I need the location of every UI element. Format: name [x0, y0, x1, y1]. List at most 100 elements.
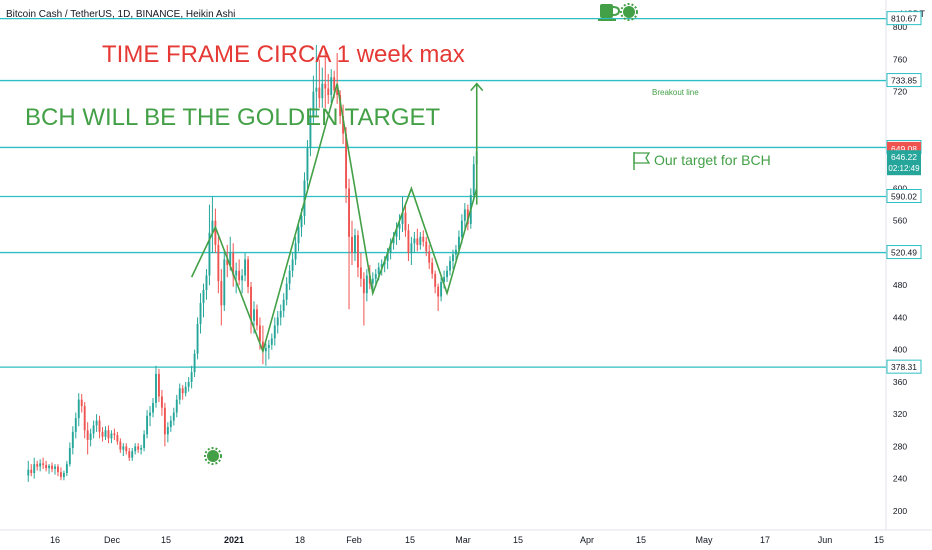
x-tick-label: 17 — [760, 535, 770, 545]
candle-body — [386, 252, 389, 261]
candle-body — [401, 212, 404, 224]
candle-body — [98, 420, 101, 432]
candle-body — [166, 427, 169, 435]
candle-body — [39, 463, 42, 467]
candle-body — [419, 236, 422, 245]
candle-body — [217, 244, 220, 282]
candle-body — [244, 259, 247, 276]
candle-body — [449, 261, 451, 271]
x-tick-label: Dec — [104, 535, 121, 545]
candle-body — [306, 148, 309, 181]
candle-body — [202, 290, 205, 303]
candle-body — [413, 238, 416, 244]
breakout-line-label: Breakout line — [652, 88, 699, 97]
candle-body — [437, 286, 440, 297]
candle-body — [128, 451, 131, 458]
timeframe-annotation: TIME FRAME CIRCA 1 week max — [102, 41, 465, 68]
target-annotation[interactable]: Our target for BCH — [633, 152, 771, 170]
candle-body — [354, 235, 356, 253]
candle-body — [472, 164, 475, 195]
price-badges: 810.67733.85650.87590.02520.49378.31649.… — [886, 11, 922, 374]
seal-badge-icon[interactable] — [620, 3, 638, 21]
candle-body — [77, 399, 80, 419]
candle-body — [33, 464, 36, 473]
last-price-badge — [887, 150, 921, 176]
candle-body — [92, 425, 95, 434]
candle-body — [83, 406, 86, 431]
level-tag-label: 378.31 — [891, 362, 917, 372]
candle-body — [279, 310, 282, 318]
candle-body — [80, 399, 83, 407]
level-tag-label: 810.67 — [891, 14, 917, 24]
level-tag — [886, 245, 922, 260]
bar-countdown-label: 02:12:49 — [888, 164, 920, 173]
candle-body — [30, 469, 33, 473]
y-tick-label: 440 — [893, 312, 907, 322]
candle-body — [163, 407, 166, 435]
seal-badge-icon[interactable] — [204, 447, 222, 465]
coffee-cup-icon[interactable] — [598, 4, 621, 21]
candle-body — [140, 448, 143, 450]
candle-body — [455, 249, 457, 255]
x-tick-label: 15 — [636, 535, 646, 545]
x-tick-label: 15 — [405, 535, 415, 545]
x-tick-label: 2021 — [224, 535, 244, 545]
x-tick-label: 16 — [50, 535, 60, 545]
x-tick-label: 18 — [295, 535, 305, 545]
price-axis[interactable] — [886, 0, 932, 530]
previous-close-label: 649.08 — [891, 144, 917, 154]
candle-body — [303, 180, 306, 216]
candle-body — [131, 451, 134, 458]
candle-body — [86, 430, 89, 440]
candle-body — [211, 220, 214, 233]
candle-body — [258, 325, 261, 342]
candle-body — [428, 251, 431, 263]
candle-body — [235, 270, 238, 276]
candle-body — [300, 215, 303, 228]
level-tag-label: 520.49 — [891, 248, 917, 258]
candle-body — [407, 230, 410, 253]
candle-body — [220, 281, 223, 306]
candle-body — [460, 220, 463, 237]
y-tick-label: 800 — [893, 22, 907, 32]
candle-body — [119, 441, 122, 450]
candle-body — [374, 273, 377, 279]
candle-body — [371, 278, 374, 284]
candle-body — [59, 472, 62, 478]
candle-body — [463, 209, 466, 221]
plot-area[interactable] — [0, 0, 886, 530]
candle-body — [196, 323, 199, 354]
y-tick-label: 360 — [893, 377, 907, 387]
candle-body — [256, 309, 258, 326]
candle-body — [253, 309, 255, 321]
candle-body — [321, 83, 324, 99]
candle-body — [333, 77, 336, 91]
candle-body — [345, 133, 348, 189]
candle-body — [356, 235, 359, 268]
candle-body — [68, 448, 71, 465]
y-tick-label: 320 — [893, 409, 907, 419]
drawings — [190, 82, 484, 354]
candle-body — [169, 420, 172, 428]
candle-body — [146, 415, 149, 435]
level-tag — [886, 73, 922, 88]
candle-body — [137, 446, 140, 450]
candle-body — [110, 433, 113, 439]
candle-body — [443, 277, 446, 282]
candle-body — [155, 373, 157, 403]
level-tag — [886, 359, 922, 374]
candle-body — [351, 236, 353, 253]
candle-body — [404, 212, 407, 231]
symbol-title: Bitcoin Cash / TetherUS, 1D, BINANCE, He… — [6, 9, 235, 20]
zigzag-pattern — [190, 83, 478, 354]
candle-body — [175, 399, 178, 413]
x-tick-label: Jun — [818, 535, 833, 545]
level-tag — [886, 11, 922, 26]
candle-body — [318, 87, 321, 99]
y-tick-label: 720 — [893, 87, 907, 97]
candle-body — [89, 433, 92, 440]
candle-body — [143, 434, 146, 449]
candle-body — [261, 341, 264, 352]
candle-body — [392, 236, 395, 244]
